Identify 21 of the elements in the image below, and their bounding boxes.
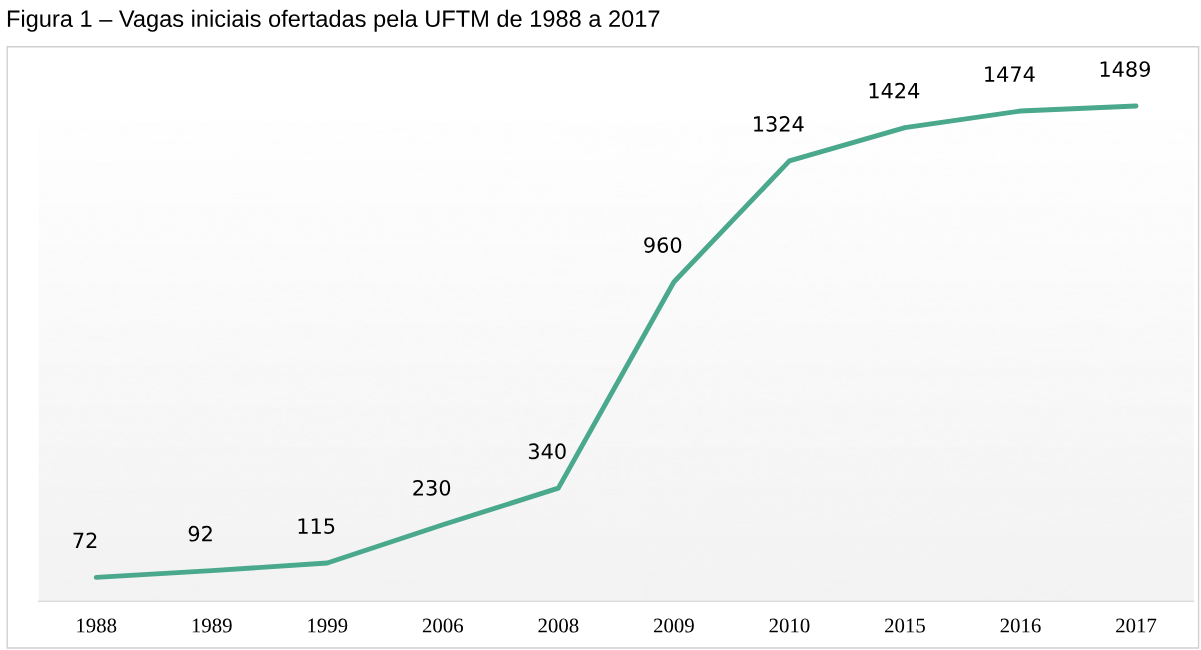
- x-tick-label: 2015: [885, 618, 925, 633]
- x-tick-label: 2008: [538, 618, 579, 633]
- x-tick-label: 2006: [422, 618, 464, 633]
- data-label: 960: [644, 237, 682, 253]
- x-tick-label: 2016: [1000, 618, 1041, 633]
- data-label: 1474: [985, 66, 1035, 82]
- x-tick-label: 2017: [1116, 618, 1157, 633]
- data-label: 230: [413, 479, 451, 496]
- data-label: 92: [188, 525, 212, 542]
- data-label: 1489: [1100, 61, 1150, 77]
- data-label: 1324: [754, 116, 804, 132]
- x-tick-label: 2009: [653, 618, 694, 633]
- data-label: 115: [298, 518, 335, 534]
- x-tick-label: 1988: [77, 618, 117, 633]
- x-tick-label: 1989: [192, 618, 232, 633]
- x-tick-label: 2010: [769, 618, 810, 633]
- data-label: 72: [73, 532, 97, 548]
- x-tick-label: 1999: [308, 618, 348, 633]
- data-label: 340: [528, 443, 566, 460]
- chart-title: Figura 1 – Vagas iniciais ofertadas pela UFTM de 1988 a 2017: [7, 9, 660, 32]
- data-label: 1424: [869, 82, 920, 99]
